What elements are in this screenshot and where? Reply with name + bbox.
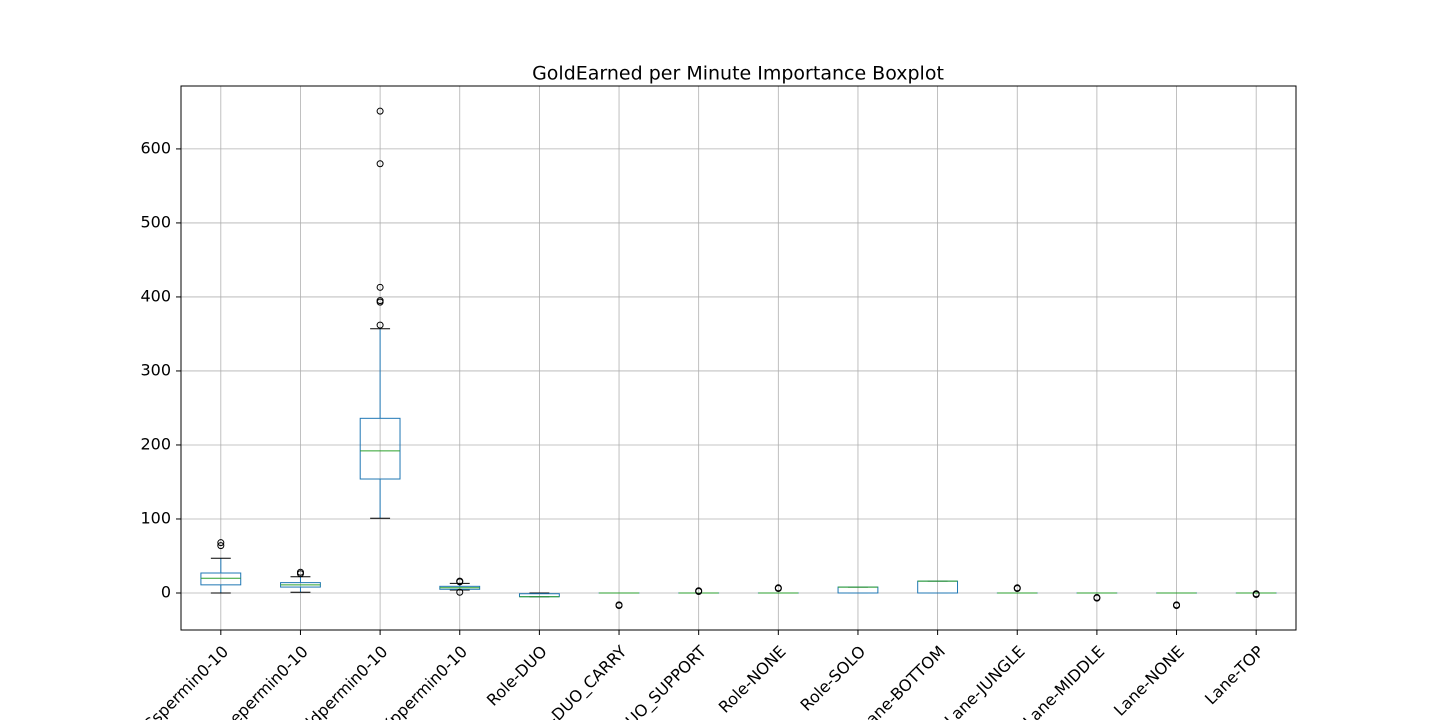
outlier [456,577,464,585]
outlier [376,297,384,305]
x-tick-label: ldpermin0-10 [302,642,391,720]
grid [181,86,1296,630]
y-tick-label: 400 [140,286,171,305]
outlier [376,283,384,291]
outlier [1093,593,1101,601]
outlier [456,588,464,596]
x-tick-label: Role-SOLO [796,642,869,715]
outlier [376,107,384,115]
x-tick-label: Lane-JUNGLE [941,642,1029,720]
marks [200,107,1277,610]
x-tick-label: Xppermin0-10 [377,642,471,720]
y-tick-label: 200 [140,434,171,453]
outlier [376,321,384,329]
outlier [1252,590,1260,598]
y-tick-label: 600 [140,138,171,157]
box [200,572,242,586]
outlier [217,542,225,550]
outlier [615,601,623,609]
x-tick-label: Role-DUO [483,642,551,710]
x-tick-label: Lane-NONE [1110,642,1188,720]
outlier [296,568,304,576]
x-tick-label: Cspermin0-10 [139,642,232,720]
outlier [1013,584,1021,592]
outlier [217,539,225,547]
y-tick-label: 100 [140,508,171,527]
x-tick-label: Role-NONE [715,642,790,717]
outlier [695,587,703,595]
x-tick-label: Lane-BOTTOM [856,642,949,720]
y-tick-label: 500 [140,212,171,231]
y-tick-label: 300 [140,360,171,379]
x-tick-label: Lane-MIDDLE [1019,642,1108,720]
x-tick-label: Lane-TOP [1201,642,1268,709]
box [359,417,401,480]
y-tick-label: 0 [161,582,171,601]
x-tick-label: e-DUO_CARRY [537,642,631,720]
chart-title: GoldEarned per Minute Importance Boxplot [532,63,944,85]
x-tick-label: nepermin0-10 [219,642,312,720]
outlier [1173,601,1181,609]
outlier [376,160,384,168]
outlier [774,584,782,592]
plot-frame [180,85,1297,631]
